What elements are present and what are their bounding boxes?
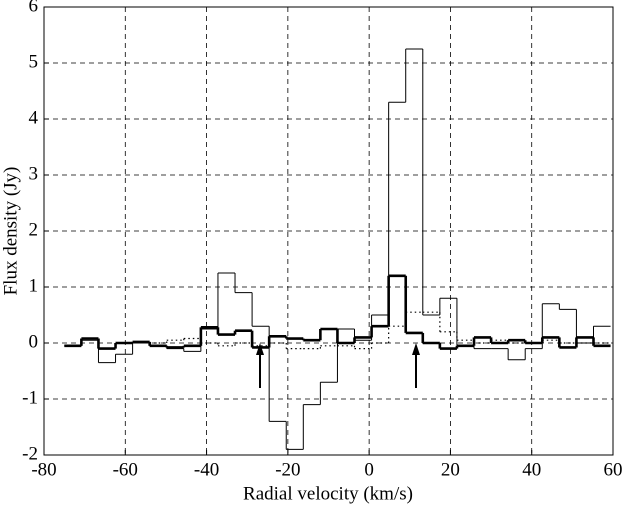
y-tick-label: 1 xyxy=(29,275,39,296)
plot-lines xyxy=(64,48,611,450)
y-tick-label: 2 xyxy=(29,219,39,240)
x-tick-label: -20 xyxy=(275,459,300,480)
y-tick-label: 0 xyxy=(29,331,39,352)
grid xyxy=(43,6,614,456)
arrow xyxy=(412,343,420,388)
x-tick-label: -60 xyxy=(113,459,138,480)
step-series xyxy=(64,48,611,450)
step-series xyxy=(149,311,611,350)
x-tick-label: 40 xyxy=(522,459,541,480)
plot-frame xyxy=(43,6,614,456)
y-tick-label: 3 xyxy=(29,163,39,184)
x-tick-label: 20 xyxy=(441,459,460,480)
y-tick-label: -2 xyxy=(22,443,38,464)
y-tick-label: 6 xyxy=(29,0,39,16)
x-tick-label: -80 xyxy=(31,459,56,480)
y-tick-label: 5 xyxy=(29,51,39,72)
x-tick-label: -40 xyxy=(194,459,219,480)
x-axis-label: Radial velocity (km/s) xyxy=(243,483,413,504)
arrow xyxy=(256,343,264,388)
y-tick-label: 4 xyxy=(29,107,39,128)
y-axis-label: Flux density (Jy) xyxy=(0,167,21,296)
x-tick-label: 60 xyxy=(604,459,623,480)
x-tick-label: 0 xyxy=(364,459,374,480)
y-tick-label: -1 xyxy=(22,387,38,408)
